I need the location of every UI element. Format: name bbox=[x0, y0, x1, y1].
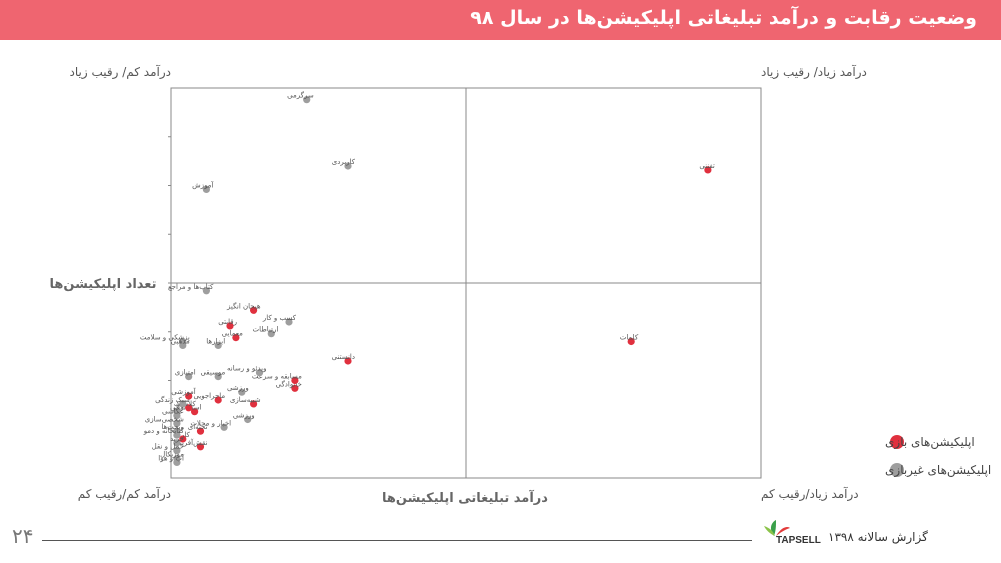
data-point bbox=[173, 419, 181, 427]
data-label: شخصی‌سازی bbox=[145, 415, 184, 423]
data-label: کلمات bbox=[620, 334, 639, 342]
report-label: گزارش سالانه ۱۳۹۸ bbox=[828, 530, 928, 544]
data-point bbox=[202, 185, 210, 193]
data-point bbox=[291, 376, 299, 385]
legend-label: اپلیکیشن‌های بازی bbox=[885, 435, 975, 450]
legend-label: اپلیکیشن‌های غیربازی bbox=[885, 463, 991, 478]
data-point bbox=[250, 306, 258, 314]
data-point bbox=[173, 431, 181, 439]
data-label: ویجت‌ها bbox=[161, 423, 184, 431]
data-label: ورزشی bbox=[227, 384, 249, 392]
data-point bbox=[627, 337, 635, 346]
tapsell-logo bbox=[764, 520, 790, 536]
data-label: ارتباطات bbox=[252, 326, 278, 334]
data-label: سبک زندگی bbox=[155, 395, 190, 404]
data-point bbox=[196, 443, 205, 451]
data-label: هیجان انگیز bbox=[226, 301, 261, 310]
data-label: مسابقه و سرعت bbox=[252, 373, 302, 381]
data-point bbox=[202, 287, 210, 295]
data-point bbox=[244, 415, 252, 424]
data-point bbox=[179, 341, 187, 349]
data-point bbox=[285, 318, 293, 326]
data-label: معمایی bbox=[222, 330, 243, 338]
quadrant-label-top-right: درآمد زیاد/ رقیب زیاد bbox=[761, 64, 867, 80]
quadrant-label-top-left: درآمد کم/ رقیب زیاد bbox=[70, 64, 171, 80]
data-point bbox=[173, 439, 181, 447]
data-label: اخبار و مجلات bbox=[190, 419, 231, 427]
data-label: تفننی bbox=[699, 162, 715, 170]
data-label: آموزشی bbox=[171, 387, 196, 396]
data-point bbox=[232, 334, 240, 342]
quadrant-label-bottom-left: درآمد کم/رقیب کم bbox=[78, 486, 171, 502]
data-label: عکاسی bbox=[162, 408, 184, 416]
data-label: دانستنی bbox=[332, 353, 355, 361]
data-label: موسیقی bbox=[200, 369, 225, 377]
data-label: مالی bbox=[170, 404, 184, 412]
data-label: سرگرمی bbox=[287, 91, 314, 100]
footer-divider bbox=[42, 540, 752, 541]
data-point bbox=[267, 330, 275, 338]
logo-text: TAPSELL bbox=[776, 535, 821, 546]
data-point bbox=[344, 162, 352, 170]
data-point bbox=[291, 384, 299, 392]
data-point bbox=[214, 341, 222, 349]
data-point bbox=[214, 373, 222, 381]
data-label: ابزارها bbox=[206, 337, 225, 345]
data-point bbox=[191, 408, 199, 416]
x-axis-title: درآمد تبلیغاتی اپلیکیشن‌ها bbox=[382, 489, 548, 506]
data-label: شبیه‌سازی bbox=[230, 396, 261, 404]
data-label: کتابخانه و دمو bbox=[143, 427, 185, 435]
data-point bbox=[220, 423, 228, 431]
page-header: وضعیت رقابت و درآمد تبلیغاتی اپلیکیشن‌ها… bbox=[0, 0, 1001, 40]
data-label: کارت bbox=[174, 431, 190, 439]
data-label: تخته‌ای bbox=[188, 423, 208, 431]
data-label: پزشکی و سلامت bbox=[140, 334, 190, 342]
data-point bbox=[173, 447, 181, 455]
data-label: آب و هوا bbox=[158, 453, 185, 462]
data-point bbox=[173, 412, 181, 420]
data-label: خرید bbox=[170, 435, 184, 443]
data-point bbox=[196, 427, 205, 435]
data-point bbox=[344, 357, 352, 365]
data-label: نقش‌آفرینی bbox=[174, 438, 208, 447]
data-label: ویدئو و رسانه bbox=[227, 365, 266, 373]
data-point bbox=[179, 400, 187, 408]
legend-marker bbox=[890, 463, 904, 477]
data-label: مذهبی bbox=[171, 337, 190, 345]
data-point bbox=[173, 458, 181, 466]
data-point bbox=[185, 392, 193, 400]
page-number: ۲۴ bbox=[12, 524, 34, 548]
data-label: حمل و نقل bbox=[152, 443, 184, 451]
data-label: موزیکال bbox=[160, 451, 184, 459]
data-point bbox=[179, 435, 187, 443]
quadrant-label-bottom-right: درآمد زیاد/رقیب کم bbox=[761, 486, 859, 502]
data-label: امتیازی bbox=[175, 369, 196, 377]
data-point bbox=[238, 388, 246, 396]
data-label: ماجراجویی bbox=[193, 392, 225, 400]
data-label: کاربردی bbox=[332, 158, 356, 166]
scatter-chart: درآمد کم/ رقیب زیاد درآمد زیاد/ رقیب زیاد… bbox=[49, 64, 991, 506]
y-axis-title: تعداد اپلیکیشن‌ها bbox=[49, 277, 156, 292]
data-label: آموزش bbox=[192, 180, 214, 189]
legend-marker bbox=[890, 435, 904, 449]
data-point bbox=[226, 322, 234, 330]
data-point bbox=[303, 96, 311, 104]
data-point bbox=[214, 396, 222, 404]
data-point bbox=[704, 166, 712, 174]
data-label: کسب و کار bbox=[262, 314, 297, 322]
data-label: کتاب‌ها و مراجع bbox=[168, 283, 214, 291]
data-point bbox=[185, 373, 193, 381]
data-point bbox=[250, 400, 258, 408]
data-point bbox=[185, 404, 193, 412]
data-label: خانوادگی bbox=[276, 379, 302, 388]
data-label: ورزشی bbox=[233, 412, 255, 420]
page-title: وضعیت رقابت و درآمد تبلیغاتی اپلیکیشن‌ها… bbox=[470, 7, 977, 29]
data-label: رقابتی bbox=[218, 318, 237, 326]
data-point bbox=[255, 369, 264, 377]
